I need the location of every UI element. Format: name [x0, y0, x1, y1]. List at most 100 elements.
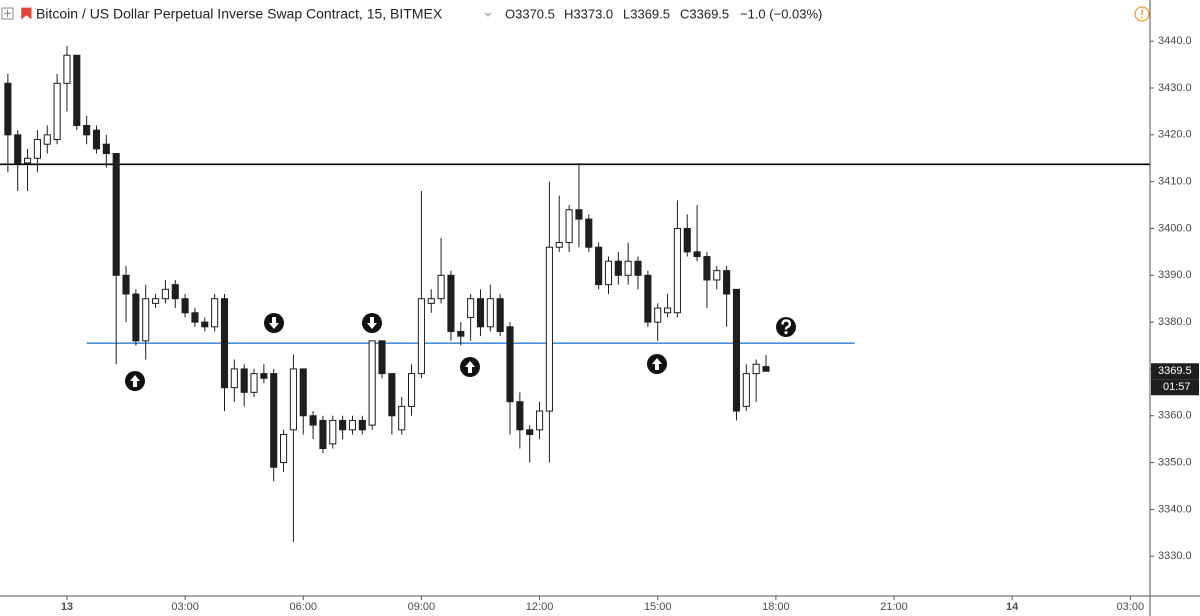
x-tick-label: 12:00: [526, 601, 554, 613]
candle-body: [33, 139, 41, 159]
candle-body: [417, 298, 425, 375]
candle-body: [299, 368, 307, 417]
candle-body: [388, 373, 396, 417]
candle-body: [595, 246, 603, 286]
candle-body: [467, 298, 475, 318]
candle-body: [457, 330, 465, 337]
candle-body: [398, 405, 406, 431]
candle-body: [378, 340, 386, 375]
warning-icon[interactable]: [1134, 6, 1150, 22]
candle-body: [526, 429, 534, 435]
annotations: [125, 313, 796, 391]
y-tick-label: 3360.0: [1158, 410, 1192, 422]
x-tick-label: 13: [61, 601, 73, 613]
candle-body: [437, 274, 445, 300]
candle-body: [240, 368, 248, 393]
countdown-label: 01:57: [1163, 381, 1191, 393]
candle-body: [654, 307, 662, 323]
x-tick-label: 03:00: [171, 601, 199, 613]
y-tick-label: 3340.0: [1158, 503, 1192, 515]
candle-body: [53, 82, 61, 141]
candle-body: [171, 284, 179, 300]
y-tick-label: 3410.0: [1158, 176, 1192, 188]
y-tick-label: 3400.0: [1158, 222, 1192, 234]
x-tick-label: 14: [1006, 601, 1019, 613]
down-arrow-icon: [362, 313, 382, 333]
y-tick-label: 3440.0: [1158, 35, 1192, 47]
warning-circle: [1134, 6, 1150, 22]
candle-body: [723, 270, 731, 295]
candle-body: [14, 134, 22, 164]
candle-body: [142, 298, 150, 342]
candle-body: [644, 274, 652, 323]
candle-body: [368, 340, 376, 426]
candle-body: [732, 288, 741, 412]
x-tick-label: 15:00: [644, 601, 672, 613]
x-tick-label: 18:00: [762, 601, 790, 613]
candle-body: [486, 298, 494, 328]
candle-body: [634, 260, 642, 276]
candle-body: [63, 54, 71, 84]
candle-body: [250, 373, 258, 393]
header-bg: [0, 0, 500, 28]
candle-body: [575, 209, 583, 220]
x-tick-label: 03:00: [1117, 601, 1145, 613]
candle-body: [713, 270, 721, 281]
y-tick-label: 3380.0: [1158, 316, 1192, 328]
candle-body: [693, 251, 701, 258]
candle-body: [536, 410, 544, 431]
candle-body: [260, 373, 268, 379]
candle-body: [161, 288, 169, 300]
dropdown-arrow[interactable]: [484, 13, 492, 17]
candle-body: [112, 153, 120, 276]
candle-body: [24, 157, 32, 164]
question-icon: [776, 317, 796, 337]
candle-body: [339, 419, 347, 431]
exchange-flag: [21, 7, 32, 20]
candle-body: [565, 209, 573, 244]
candle-body: [83, 124, 91, 136]
candle-body: [663, 307, 672, 314]
candle-body: [43, 134, 51, 145]
candle-body: [191, 312, 199, 323]
candle-body: [201, 321, 209, 328]
y-tick-label: 3350.0: [1158, 456, 1192, 468]
up-arrow-icon: [125, 371, 145, 391]
y-tick-label: 3420.0: [1158, 129, 1192, 141]
candle-body: [604, 260, 613, 286]
candle-body: [703, 256, 711, 281]
candle-body: [348, 419, 357, 431]
candle-body: [309, 415, 317, 426]
plot-area: [0, 45, 1150, 543]
last-price-label: 3369.5: [1158, 365, 1192, 377]
candle-body: [329, 419, 337, 445]
expand-icon: [1, 7, 14, 20]
candle-body: [211, 298, 219, 328]
candle-body: [122, 274, 130, 295]
ohlc-high: H3373.0: [564, 6, 613, 21]
x-tick-label: 09:00: [408, 601, 436, 613]
candle-body: [545, 246, 553, 412]
candle-body: [132, 293, 140, 342]
warning-dot: [1141, 16, 1143, 19]
candle-body: [624, 260, 632, 276]
up-arrow-icon: [647, 354, 667, 374]
candle-body: [358, 419, 366, 431]
y-tick-label: 3430.0: [1158, 82, 1192, 94]
ohlc-close: C3369.5: [680, 6, 729, 21]
candle-body: [289, 368, 297, 431]
candle-body: [92, 129, 101, 150]
candle-body: [516, 401, 524, 431]
up-arrow-icon: [460, 357, 480, 377]
icon-arrow: [652, 358, 662, 370]
candle-body: [752, 363, 760, 375]
candle-body: [4, 82, 12, 136]
candle-body: [319, 419, 327, 450]
candle-body: [614, 260, 622, 276]
icon-arrow: [367, 317, 377, 329]
candle-body: [555, 242, 563, 248]
candle-body: [408, 373, 416, 407]
candle-body: [762, 366, 770, 372]
y-tick-label: 3330.0: [1158, 550, 1192, 562]
